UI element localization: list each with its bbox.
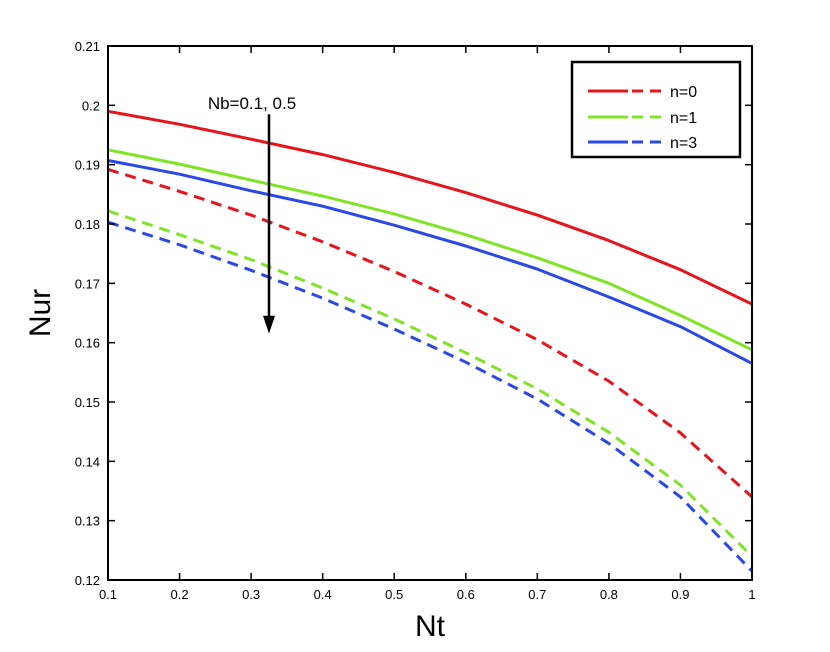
x-tick-label: 0.9 — [671, 587, 689, 602]
legend: n=0 n=1 n=3 — [570, 60, 742, 159]
y-axis-title: Nur — [24, 289, 57, 337]
x-tick-label: 0.1 — [99, 587, 117, 602]
x-tick-label: 0.4 — [314, 587, 332, 602]
x-tick-label: 0.3 — [242, 587, 260, 602]
x-tick-label: 0.7 — [528, 587, 546, 602]
legend-label-n0: n=0 — [670, 84, 697, 101]
y-tick-label: 0.14 — [75, 454, 100, 469]
annotation-arrow-head — [263, 315, 275, 334]
annotation-text: Nb=0.1, 0.5 — [208, 94, 296, 113]
y-tick-label: 0.21 — [75, 39, 100, 54]
annotation: Nb=0.1, 0.5 — [208, 94, 296, 334]
series-line-dashed-n0 — [107, 167, 753, 499]
y-tick-label: 0.13 — [75, 514, 100, 529]
legend-label-n1: n=1 — [670, 110, 697, 127]
x-tick-label: 1 — [748, 587, 755, 602]
axis-ticks — [107, 45, 753, 581]
x-tick-label: 0.5 — [385, 587, 403, 602]
series-layer — [107, 109, 754, 573]
legend-label-n3: n=3 — [670, 135, 697, 152]
y-tick-label: 0.19 — [75, 158, 100, 173]
x-axis-tick-labels: 0.1 0.2 0.3 0.4 0.5 0.6 0.7 0.8 0.9 1 — [99, 587, 756, 602]
y-tick-label: 0.15 — [75, 395, 100, 410]
series-line-solid-n0 — [107, 109, 753, 306]
x-tick-label: 0.2 — [171, 587, 189, 602]
x-axis-title: Nt — [415, 610, 446, 643]
series-line-dashed-n3 — [107, 220, 754, 573]
y-tick-label: 0.12 — [75, 573, 100, 588]
y-axis-tick-labels: 0.12 0.13 0.14 0.15 0.16 0.17 0.18 0.19 0.2 0.21 — [75, 39, 100, 588]
series-line-dashed-n1 — [107, 209, 754, 558]
y-tick-label: 0.16 — [75, 336, 100, 351]
y-tick-label: 0.17 — [75, 276, 100, 291]
x-tick-label: 0.6 — [457, 587, 475, 602]
series-line-solid-n1 — [107, 148, 753, 352]
x-tick-label: 0.8 — [600, 587, 618, 602]
y-tick-label: 0.18 — [75, 217, 100, 232]
series-line-solid-n3 — [107, 159, 753, 365]
plot-area-frame — [107, 45, 753, 581]
y-tick-label: 0.2 — [82, 98, 100, 113]
